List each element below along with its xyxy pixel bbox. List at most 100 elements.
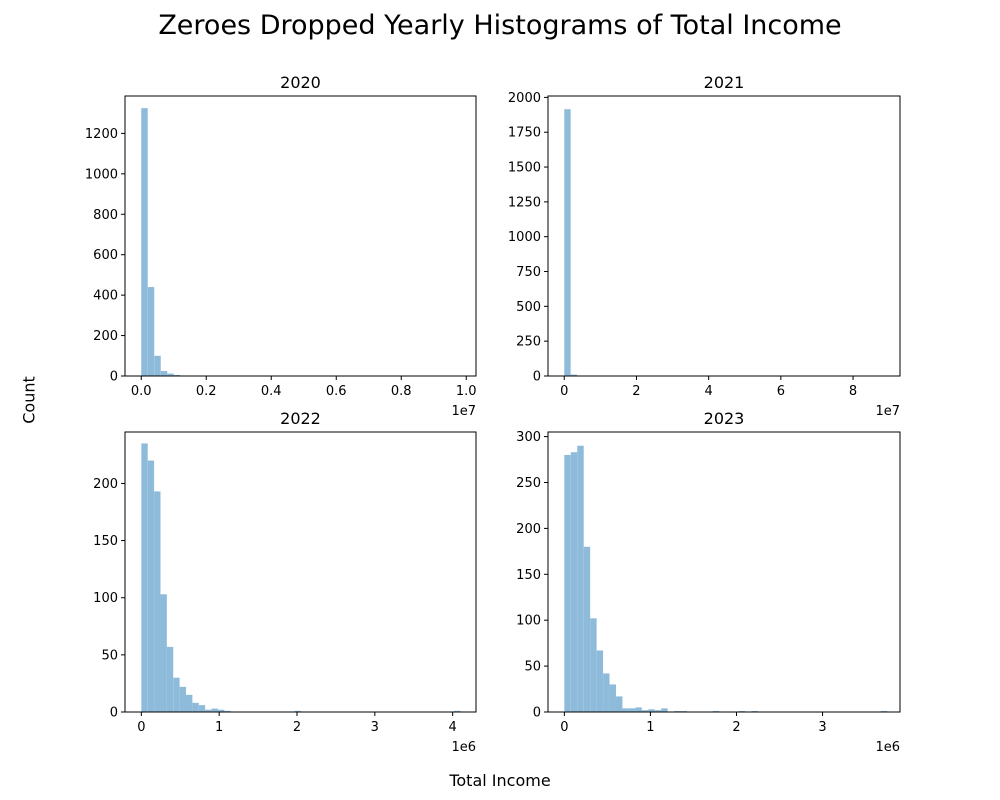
x-tick-label: 2: [732, 720, 740, 735]
histogram-bar: [583, 546, 591, 712]
y-tick-label: 50: [524, 660, 541, 675]
subplot-title: 2020: [280, 73, 321, 92]
y-tick-label: 300: [516, 430, 541, 445]
histogram-bar: [179, 686, 187, 712]
x-tick-label: 2: [632, 384, 640, 399]
subplot-title: 2023: [704, 409, 745, 428]
x-tick-label: 3: [371, 720, 379, 735]
y-tick-label: 50: [101, 648, 118, 663]
y-tick-label: 0: [110, 370, 118, 385]
subplot-2021: 2021 0 2 4 6 8 0 250 500 750 1000 1250 1500 1750 2000 1…: [508, 73, 901, 419]
histogram-bar: [628, 708, 636, 712]
figure-title: Zeroes Dropped Yearly Histograms of Tota…: [158, 10, 842, 41]
histogram-bar: [564, 454, 571, 712]
x-tick-label: 1: [215, 720, 223, 735]
histogram-bar: [294, 710, 301, 712]
histogram-bar: [173, 677, 180, 712]
histogram-bar: [160, 594, 167, 712]
x-tick-label: 4: [449, 720, 457, 735]
axes-frame: [547, 95, 901, 377]
y-tick-label: 2000: [508, 91, 541, 106]
y-tick-label: 150: [93, 534, 118, 549]
histogram-bar: [615, 696, 623, 712]
histogram-bar: [217, 709, 225, 712]
histogram-bar: [570, 452, 578, 712]
histogram-bar: [603, 673, 610, 712]
y-tick-label: 1750: [508, 126, 541, 141]
histogram-bar: [211, 708, 218, 712]
axes-frame: [547, 431, 901, 713]
x-offset-label: 1e7: [451, 404, 476, 419]
x-tick-label: 0.0: [131, 384, 152, 399]
histogram-bar: [198, 705, 206, 712]
y-tick-label: 500: [516, 300, 541, 315]
y-tick-label: 400: [93, 289, 118, 304]
axes-frame: [124, 431, 477, 713]
y-tick-label: 200: [516, 522, 541, 537]
histogram-bar: [454, 710, 461, 712]
histogram-bar: [622, 708, 629, 712]
histogram-bar: [160, 370, 168, 376]
histogram-bar: [224, 710, 231, 712]
histogram-bar: [154, 491, 161, 712]
histogram-bar: [609, 684, 616, 712]
histogram-bar: [661, 708, 668, 712]
axes-frame: [124, 95, 477, 377]
histogram-bar: [635, 707, 642, 712]
y-tick-label: 100: [93, 591, 118, 606]
histogram-bar: [570, 374, 578, 376]
y-tick-label: 800: [93, 208, 118, 223]
x-tick-label: 0: [137, 720, 145, 735]
x-tick-label: 0: [560, 384, 568, 399]
y-tick-label: 0: [110, 706, 118, 721]
y-tick-label: 1000: [508, 230, 541, 245]
histogram-bar: [186, 694, 193, 712]
x-tick-label: 1.0: [456, 384, 477, 399]
histogram-bar: [141, 443, 148, 712]
x-tick-label: 1: [646, 720, 654, 735]
y-tick-label: 150: [516, 568, 541, 583]
x-tick-label: 0: [560, 720, 568, 735]
subplot-title: 2021: [704, 73, 745, 92]
x-tick-label: 0.2: [196, 384, 217, 399]
histogram-bar: [590, 618, 597, 712]
x-tick-label: 3: [818, 720, 826, 735]
y-tick-label: 250: [516, 335, 541, 350]
histogram-bar: [564, 109, 571, 376]
y-tick-label: 250: [516, 476, 541, 491]
histogram-bar: [147, 460, 155, 712]
histogram-bar: [147, 287, 155, 376]
x-offset-label: 1e6: [451, 740, 476, 755]
histogram-bar: [173, 374, 181, 376]
x-tick-label: 0.8: [391, 384, 412, 399]
histogram-bar: [596, 650, 604, 712]
histogram-bar: [648, 709, 655, 712]
x-tick-label: 8: [849, 384, 857, 399]
subplot-2023: 2023 0 1 2 3 0 50 100 150 200 250 300 1e6: [516, 409, 901, 755]
x-tick-label: 0.6: [326, 384, 347, 399]
y-tick-label: 200: [93, 477, 118, 492]
histogram-bar: [641, 710, 649, 712]
histogram-bar: [166, 646, 174, 712]
y-tick-label: 750: [516, 265, 541, 280]
y-tick-label: 1200: [85, 127, 118, 142]
x-offset-label: 1e7: [875, 404, 900, 419]
x-offset-label: 1e6: [875, 740, 900, 755]
histogram-bar: [577, 445, 584, 712]
histogram-bar: [192, 702, 199, 712]
x-tick-label: 2: [293, 720, 301, 735]
histogram-bar: [205, 709, 212, 712]
x-tick-label: 4: [705, 384, 713, 399]
histogram-bar: [141, 108, 148, 376]
y-tick-label: 100: [516, 614, 541, 629]
histogram-bar: [154, 355, 161, 376]
x-tick-label: 6: [777, 384, 785, 399]
subplot-2022: 2022 0 1 2 3 4 0 50 100 150 200 1e6: [93, 409, 477, 755]
y-tick-label: 0: [533, 706, 541, 721]
y-tick-label: 600: [93, 248, 118, 263]
histogram-bar: [167, 373, 174, 376]
y-tick-label: 1500: [508, 161, 541, 176]
y-tick-label: 0: [533, 370, 541, 385]
